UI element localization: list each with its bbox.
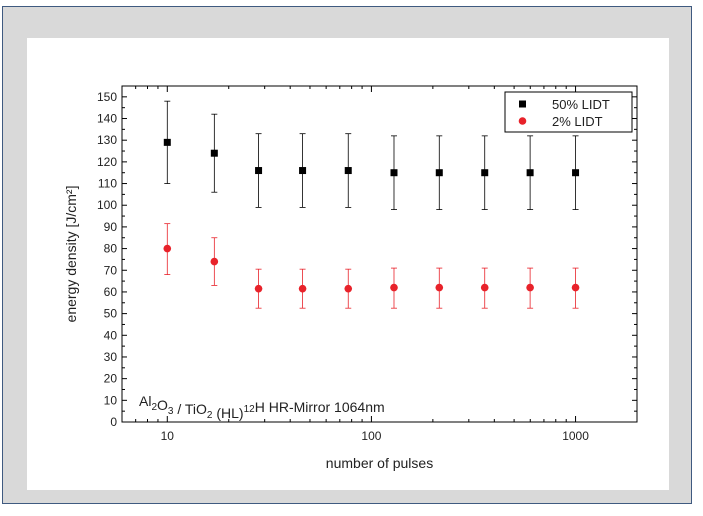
- data-point-square: [299, 167, 307, 175]
- legend-marker-circle: [518, 117, 527, 125]
- data-point-circle: [480, 283, 489, 292]
- y-axis-label: energy density [J/cm²]: [63, 186, 79, 323]
- data-point-square: [572, 169, 580, 177]
- data-point-circle: [344, 284, 353, 293]
- data-point-square: [344, 167, 352, 175]
- y-tick-label: 70: [104, 263, 118, 277]
- legend: 50% LIDT 2% LIDT: [504, 91, 633, 133]
- data-point-square: [210, 149, 218, 157]
- outer-frame: 0 10 20 30 40 50 60 70 80 90 100 110 120 130 140 150 10 1…: [2, 6, 692, 504]
- x-tick-label: 10: [161, 429, 175, 443]
- y-tick-label: 140: [97, 112, 117, 126]
- legend-label: 50% LIDT: [552, 97, 610, 112]
- chart-svg: 0 10 20 30 40 50 60 70 80 90 100 110 120 130 140 150 10 1…: [63, 85, 638, 471]
- y-tick-label: 50: [104, 307, 118, 321]
- annotation-part: 2: [151, 402, 157, 413]
- y-tick-label: 130: [97, 133, 117, 147]
- y-tick-label: 80: [104, 242, 118, 256]
- data-point-square: [255, 167, 263, 175]
- y-tick-label: 90: [104, 220, 118, 234]
- y-tick-label: 10: [104, 393, 118, 407]
- legend-marker-square: [519, 100, 526, 108]
- y-tick-label: 20: [104, 372, 118, 386]
- data-point-square: [481, 169, 489, 177]
- y-tick-label: 100: [97, 198, 117, 212]
- data-point-circle: [298, 284, 307, 293]
- annotation-text: Al2O3 / TiO2 (HL)12H HR-Mirror 1064nm: [139, 393, 385, 421]
- legend-box: [504, 91, 633, 133]
- y-tick-label: 110: [98, 177, 117, 191]
- data-point-circle: [254, 284, 263, 293]
- annotation-part: / TiO: [173, 401, 207, 417]
- legend-label: 2% LIDT: [552, 114, 603, 129]
- annotation-part: H HR-Mirror 1064nm: [255, 399, 385, 415]
- y-tick-label: 150: [97, 90, 117, 104]
- data-point-circle: [163, 244, 172, 253]
- annotation-part: 12: [244, 404, 256, 415]
- plot-area: [121, 85, 638, 423]
- annotation-part: Al: [139, 393, 151, 409]
- data-point-circle: [526, 283, 534, 292]
- x-axis-label: number of pulses: [326, 455, 433, 471]
- data-point-circle: [435, 283, 444, 292]
- y-tick-label: 60: [104, 285, 118, 299]
- data-point-circle: [390, 283, 398, 292]
- data-point-circle: [210, 257, 219, 266]
- annotation-part: O: [157, 397, 168, 413]
- y-tick-label: 120: [97, 155, 117, 169]
- data-point-square: [526, 169, 534, 177]
- y-tick-label: 30: [104, 350, 118, 364]
- x-tick-label: 1000: [562, 429, 589, 443]
- data-point-square: [390, 169, 398, 177]
- data-point-square: [435, 169, 443, 177]
- annotation-part: 3: [168, 406, 174, 417]
- annotation-part: 2: [207, 410, 213, 421]
- x-tick-label: 100: [361, 429, 381, 443]
- annotation-part: (HL): [212, 405, 243, 421]
- y-tick-label: 0: [110, 415, 117, 429]
- data-point-square: [163, 138, 171, 146]
- chart-card: 0 10 20 30 40 50 60 70 80 90 100 110 120 130 140 150 10 1…: [27, 38, 669, 490]
- y-tick-label: 40: [104, 328, 118, 342]
- data-point-circle: [571, 283, 580, 292]
